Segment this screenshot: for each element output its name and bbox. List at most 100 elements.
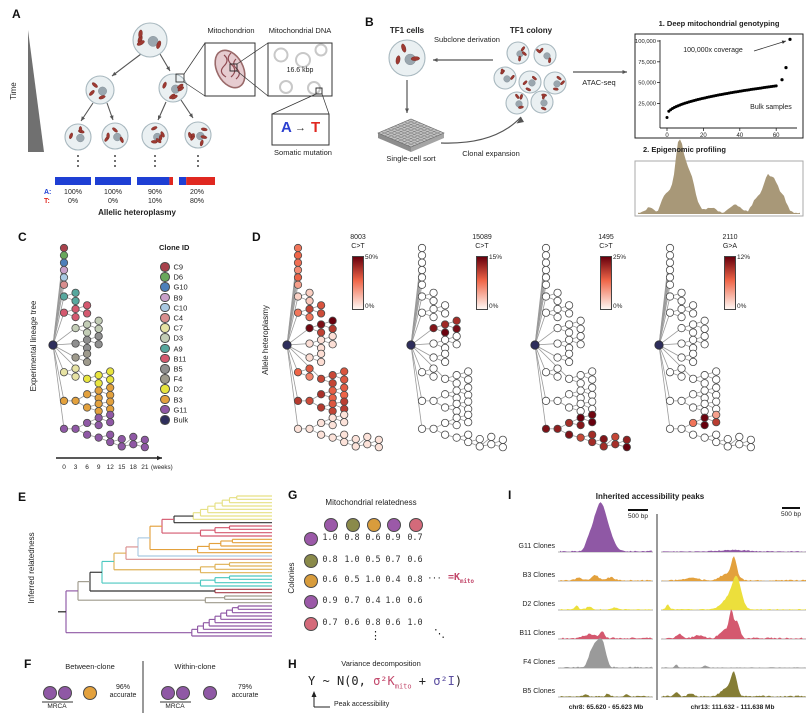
plate-grid (394, 125, 428, 141)
tree-node (712, 383, 721, 392)
tree-node (441, 301, 450, 310)
tree-node (700, 386, 709, 395)
week-tick-label: 9 (97, 464, 101, 471)
matrix-row-dot (304, 574, 318, 588)
tree-node (417, 308, 427, 317)
tree-node (452, 379, 461, 388)
week-tick-label: 3 (74, 464, 78, 471)
tree-node (328, 371, 337, 380)
tree-node (106, 397, 115, 406)
tree-root-node (48, 340, 58, 350)
tree-root-node (654, 340, 664, 350)
week-tick-label: 15 (118, 464, 126, 471)
t-percent-value: 80% (189, 198, 204, 205)
legend-swatch (160, 313, 170, 323)
tree-node (700, 413, 709, 422)
panel-d: D Allele heteroplasmy 8003 C>T 50% 0% 15089 C… (240, 228, 812, 480)
tree-node (441, 357, 450, 367)
matrix-value: 1.0 (365, 575, 381, 585)
plate-grid (407, 120, 441, 135)
formula-n: N(0, (336, 674, 366, 688)
tree-node (328, 332, 337, 341)
tree-node (129, 432, 138, 441)
week-tick-label: 21 (141, 464, 149, 471)
scalebar-label-right: 500 bp (781, 511, 801, 518)
tree-node (83, 430, 92, 439)
tree-node (464, 410, 473, 419)
tree-edge (534, 344, 547, 373)
tree-node (441, 349, 450, 358)
zoom-line (321, 93, 330, 115)
atac-arrow-head (622, 69, 627, 75)
peak-arrow-head (311, 691, 317, 697)
tree-node (700, 316, 709, 325)
panel-c-graphics: 0 3 6 9 12 15 18 21 (weeks) (48, 243, 173, 471)
tree-node (564, 390, 574, 399)
a-percent-value: 90% (147, 189, 162, 196)
tree-node (541, 396, 551, 405)
tree-node (429, 396, 438, 405)
mitochondrion-glyph (199, 139, 204, 147)
mitochondrion-glyph (160, 131, 165, 138)
heteroplasmy-bar-blue (95, 177, 131, 185)
ellipsis-dot (154, 160, 156, 162)
legend-swatch (160, 272, 170, 282)
mitochondrion-glyph (89, 90, 95, 96)
matrix-hdots: ··· (428, 572, 442, 584)
cell-nucleus (553, 80, 561, 88)
tree-edge (534, 296, 547, 346)
clone-circle (83, 686, 97, 700)
matrix-col-dot (346, 518, 360, 532)
time-axis-label: Time (9, 82, 18, 100)
tree-node (475, 435, 484, 444)
tree-node (441, 374, 450, 383)
panel-e-graphics (58, 495, 272, 637)
matrix-value: 0.7 (322, 618, 338, 628)
tree-node (374, 435, 383, 444)
tree-node (677, 288, 686, 297)
panel-d-letter: D (252, 230, 261, 244)
panel-a-letter: A (12, 7, 21, 21)
matrix-value: 0.9 (385, 533, 401, 543)
tree-node (700, 433, 709, 442)
y-tick-label: 75,000 (638, 60, 656, 66)
tree-edge (410, 344, 423, 373)
tree-node (541, 258, 551, 267)
tree-node (59, 368, 69, 377)
matrix-row-dot (304, 617, 318, 631)
kmito-eq-sub: mito (460, 579, 475, 585)
tree-node (71, 339, 80, 348)
legend-swatch (160, 353, 170, 364)
tree-node (576, 340, 585, 349)
tree-node (429, 296, 438, 306)
matrix-value: 0.6 (385, 618, 401, 628)
tree-node (576, 316, 585, 325)
matrix-row-dot (304, 532, 318, 546)
tree-node (688, 390, 698, 399)
legend-clone-id: B11 (173, 354, 187, 364)
tree-node (305, 339, 314, 348)
mutation-change-label: C>T (599, 243, 613, 250)
tree-node (588, 375, 597, 384)
tree-root-node (282, 340, 292, 350)
scatter-outlier-point (788, 37, 792, 41)
somatic-mutation-label: Somatic mutation (274, 148, 332, 157)
allelic-heteroplasmy-caption: Allelic heteroplasmy (98, 208, 176, 217)
tree-node (317, 320, 326, 329)
tree-node (305, 312, 314, 322)
clonal-expansion-arrow-head (516, 117, 524, 124)
single-cell-sort-label: Single-cell sort (386, 154, 436, 163)
tree-edge (410, 327, 434, 346)
tree-node (59, 424, 69, 433)
signal-profile (662, 609, 806, 639)
tree-node (417, 368, 427, 377)
tree-node (688, 403, 698, 412)
zoom-line (236, 42, 269, 65)
mutation-from-letter: A (281, 119, 292, 136)
tree-node (94, 421, 103, 430)
tree-node (71, 353, 80, 362)
tree-node (553, 353, 562, 362)
zoom-box (175, 73, 185, 83)
legend-swatch (160, 364, 170, 374)
tree-node (677, 353, 686, 362)
